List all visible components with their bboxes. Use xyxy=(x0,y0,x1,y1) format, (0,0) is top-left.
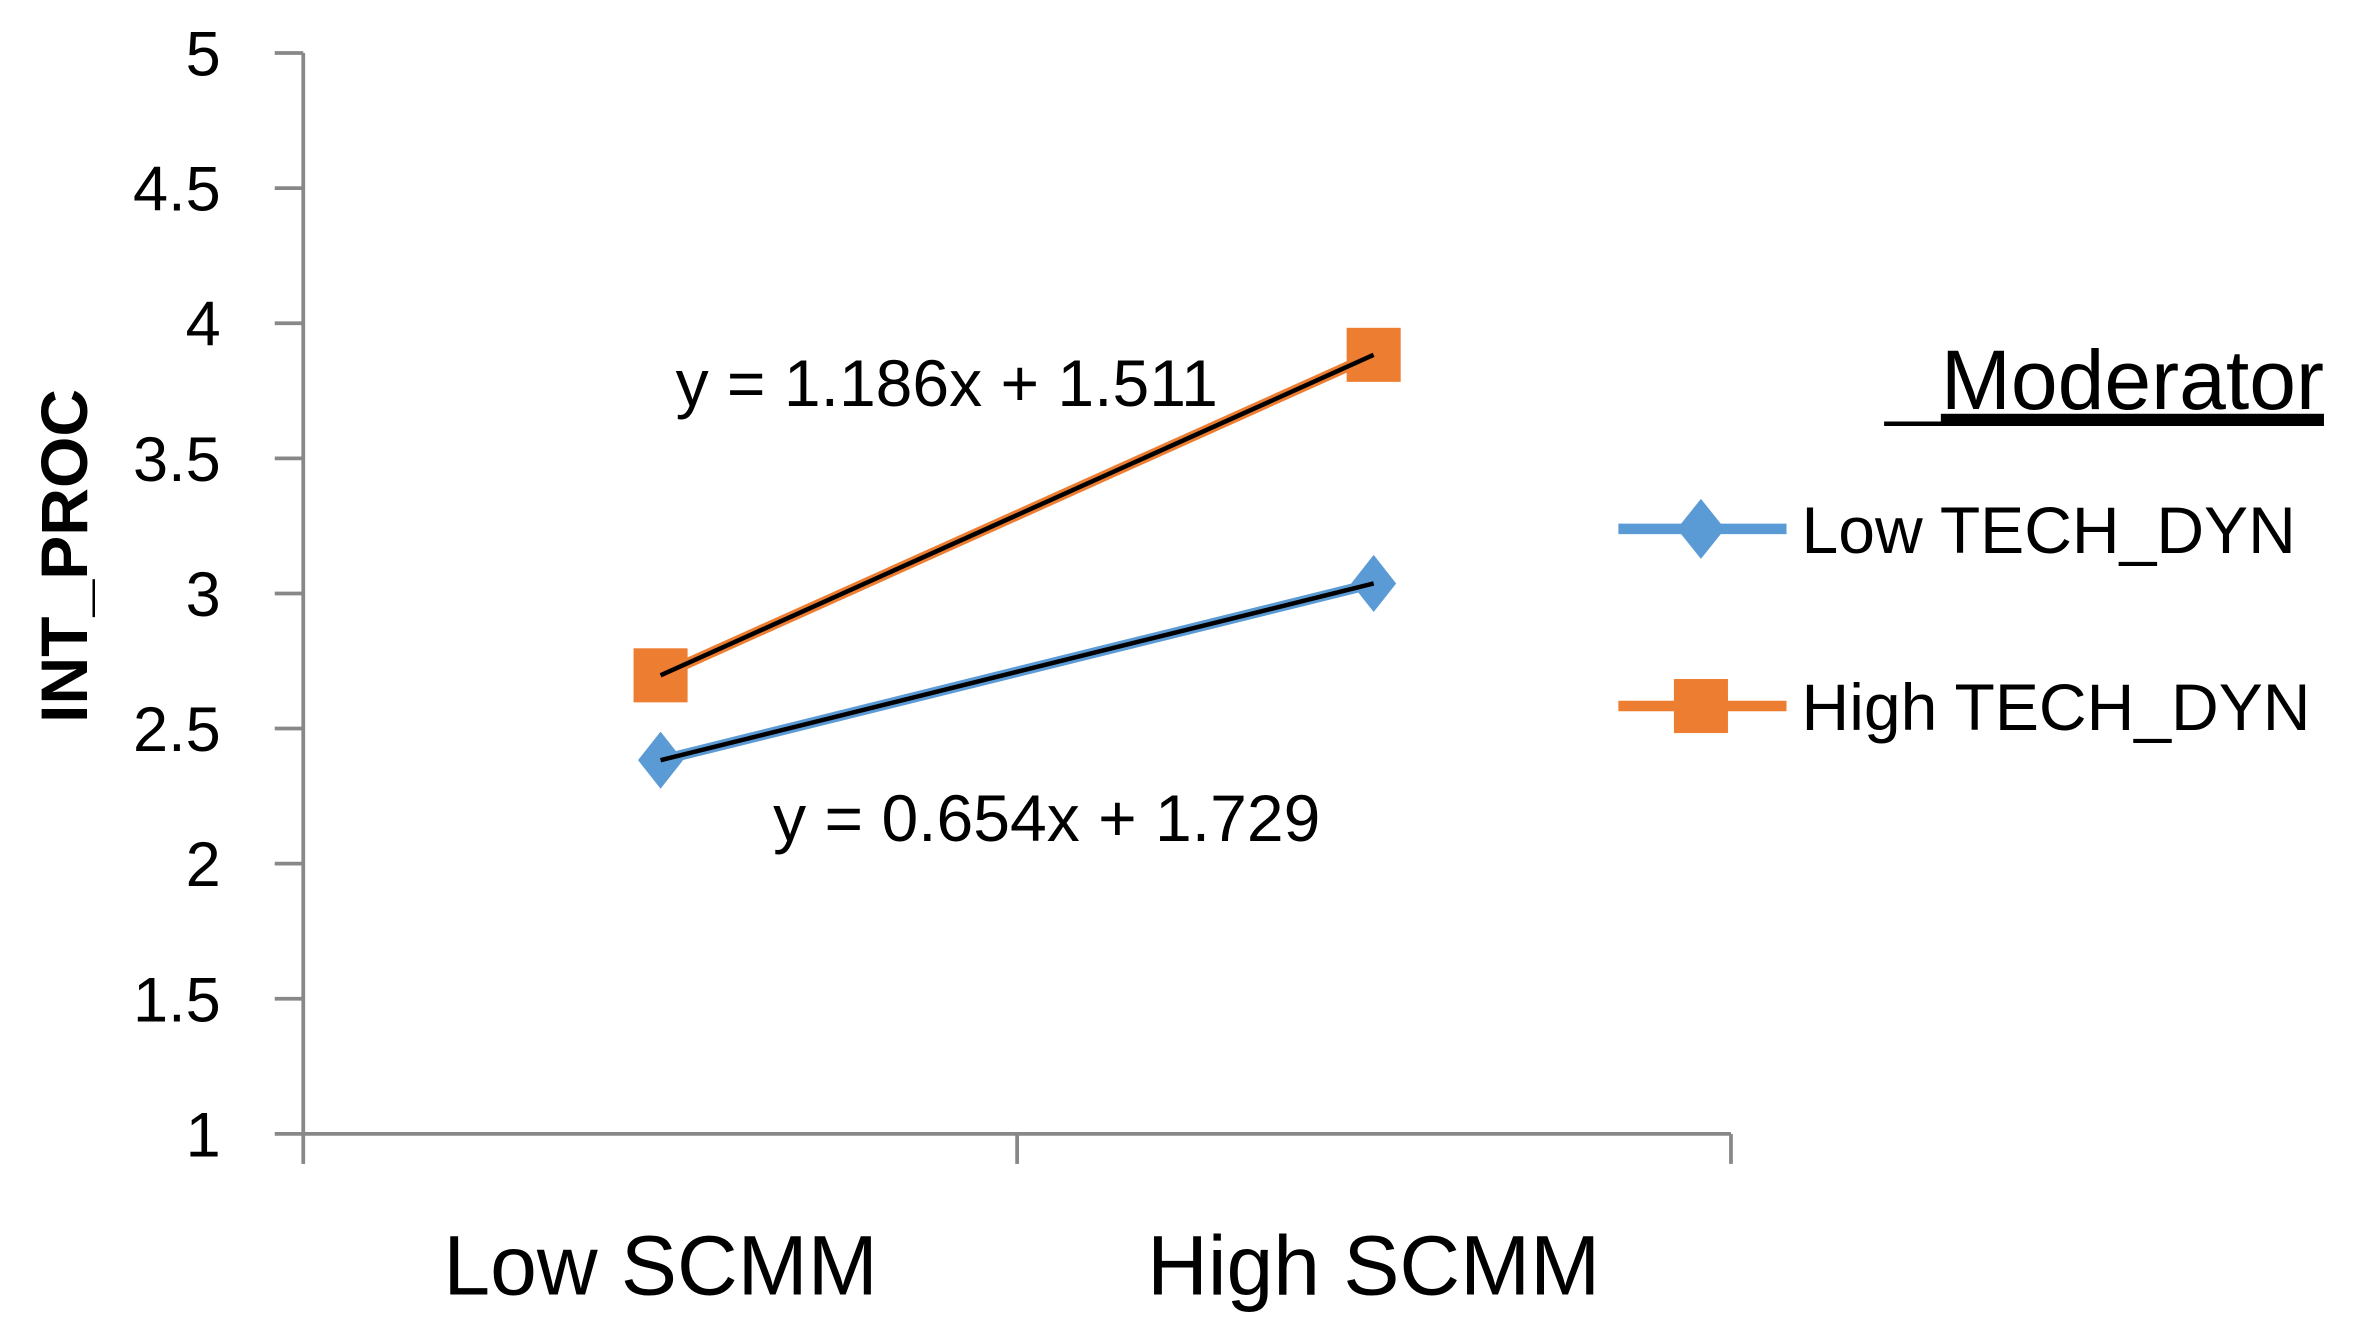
legend-title: Moderator xyxy=(1941,333,2324,427)
legend-marker-diamond xyxy=(1676,498,1725,559)
legend-label: High TECH_DYN xyxy=(1802,670,2311,744)
legend-label: Low TECH_DYN xyxy=(1802,493,2296,567)
y-tick-label: 2 xyxy=(186,830,221,900)
x-tick-label-1: High SCMM xyxy=(1147,1219,1600,1313)
trendline-equation-high: y = 1.186x + 1.511 xyxy=(676,346,1218,420)
y-tick-label: 5 xyxy=(186,20,221,90)
axes xyxy=(274,51,1733,1164)
legend: Moderator Low TECH_DYN High TECH_DYN xyxy=(1618,333,2324,744)
y-tick-labels: 1 1.5 2 2.5 3 3.5 4 4.5 5 xyxy=(133,20,221,1171)
y-tick-label: 3 xyxy=(186,560,221,630)
y-tick-label: 1 xyxy=(186,1100,221,1170)
y-tick-label: 4 xyxy=(186,290,221,360)
y-tick-label: 2.5 xyxy=(133,695,221,765)
y-tick-label: 3.5 xyxy=(133,425,221,495)
y-axis-label: INT_PROC xyxy=(27,389,101,723)
x-tick-label-0: Low SCMM xyxy=(443,1219,877,1313)
legend-marker-square xyxy=(1673,679,1728,734)
y-tick-label: 4.5 xyxy=(133,155,221,225)
trendline xyxy=(659,352,1375,678)
y-tick-label: 1.5 xyxy=(133,965,221,1035)
trendline-equation-low: y = 0.654x + 1.729 xyxy=(773,781,1320,855)
trendline xyxy=(660,581,1375,763)
